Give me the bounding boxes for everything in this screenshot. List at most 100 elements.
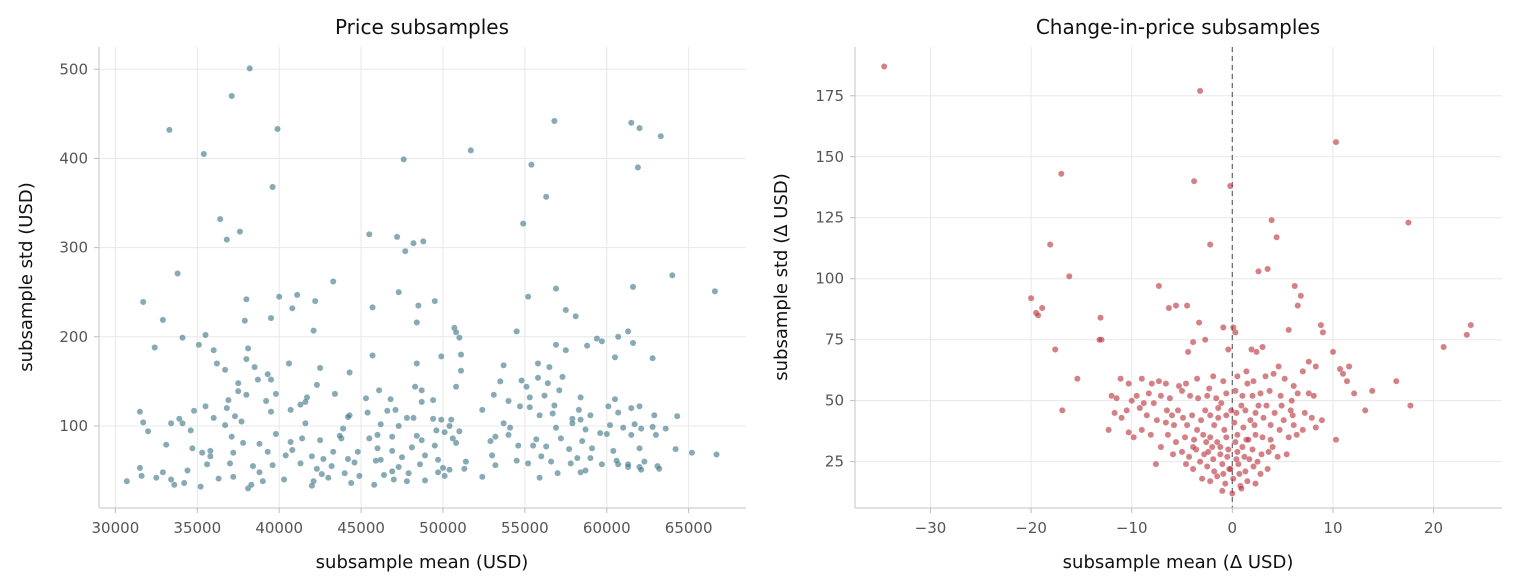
y-tick-label: 25 <box>825 453 844 471</box>
scatter-point <box>641 458 648 465</box>
scatter-point <box>624 460 632 468</box>
scatter-point <box>180 479 188 487</box>
scatter-point <box>1198 475 1206 483</box>
scatter-point <box>1275 363 1282 370</box>
scatter-point <box>628 119 635 127</box>
chart-title: Change-in-price subsamples <box>1036 15 1320 39</box>
scatter-point <box>370 481 378 489</box>
x-tick-label: 55000 <box>501 519 549 537</box>
scatter-point <box>1220 470 1227 478</box>
scatter-point <box>1239 392 1246 400</box>
scatter-point <box>1195 319 1203 326</box>
scatter-point <box>1206 433 1214 441</box>
scatter-point <box>1278 402 1285 409</box>
scatter-point <box>1125 380 1132 387</box>
scatter-point <box>395 422 403 430</box>
scatter-point <box>1361 407 1369 414</box>
scatter-point <box>179 334 186 342</box>
scatter-point <box>344 413 352 421</box>
scatter-point <box>1166 394 1174 402</box>
scatter-point <box>1332 436 1340 444</box>
scatter-point <box>649 423 656 431</box>
scatter-point <box>1293 431 1300 439</box>
scatter-point <box>1201 407 1209 414</box>
scatter-point <box>1209 372 1217 380</box>
scatter-point <box>452 439 460 447</box>
scatter-point <box>1310 392 1318 400</box>
scatter-point <box>1193 426 1201 434</box>
scatter-point <box>551 402 558 409</box>
scatter-point <box>1223 411 1230 419</box>
scatter-point <box>1254 458 1261 466</box>
scatter-point <box>636 124 643 132</box>
scatter-point <box>1034 311 1042 319</box>
scatter-point <box>200 150 208 158</box>
scatter-point <box>1188 411 1196 419</box>
scatter-point <box>302 398 309 406</box>
x-axis-label: subsample mean (USD) <box>316 552 529 573</box>
scatter-point <box>1202 438 1210 446</box>
scatter-point <box>1232 438 1239 446</box>
y-axis-label: subsample std (USD) <box>16 182 37 371</box>
scatter-point <box>505 397 512 405</box>
scatter-point <box>1170 421 1178 429</box>
scatter-point <box>629 339 637 347</box>
scatter-point <box>1305 358 1313 366</box>
scatter-point <box>413 360 421 367</box>
scatter-point <box>496 378 504 385</box>
scatter-point <box>536 474 543 482</box>
scatter-point <box>316 436 324 444</box>
scatter-point <box>356 472 363 480</box>
scatter-point <box>308 482 316 490</box>
scatter-point <box>282 452 290 459</box>
scatter-point <box>1345 363 1353 370</box>
scatter-point <box>1268 216 1275 224</box>
scatter-point <box>526 394 534 401</box>
scatter-point <box>1169 450 1177 458</box>
scatter-point <box>1234 431 1241 439</box>
scatter-point <box>1136 404 1144 412</box>
scatter-point <box>492 461 499 469</box>
scatter-point <box>395 288 403 296</box>
scatter-point <box>441 428 448 436</box>
scatter-point <box>1255 268 1262 275</box>
scatter-point <box>1236 470 1243 478</box>
scatter-point <box>582 426 589 433</box>
x-tick-label: 20 <box>1424 519 1443 537</box>
scatter-point <box>395 463 403 471</box>
scatter-point <box>628 404 635 412</box>
scatter-point <box>1368 387 1376 395</box>
scatter-point <box>1209 455 1217 463</box>
scatter-point <box>388 433 396 441</box>
scatter-point <box>544 379 552 387</box>
scatter-point <box>264 370 272 378</box>
scatter-point <box>562 346 570 354</box>
scatter-point <box>1281 375 1288 383</box>
scatter-point <box>329 448 337 456</box>
x-tick-label: −30 <box>915 519 947 537</box>
scatter-point <box>529 442 537 449</box>
scatter-point <box>390 476 398 483</box>
y-tick-label: 100 <box>815 270 844 288</box>
scatter-point <box>526 403 534 411</box>
scatter-point <box>1143 411 1151 419</box>
scatter-point <box>1242 468 1249 475</box>
scatter-point <box>144 427 152 435</box>
scatter-point <box>410 414 417 422</box>
scatter-point <box>1259 343 1266 351</box>
scatter-point <box>198 449 206 457</box>
scatter-point <box>556 386 563 394</box>
scatter-point <box>174 270 181 277</box>
scatter-point <box>375 386 383 394</box>
scatter-point <box>538 452 545 460</box>
scatter-point <box>1194 394 1202 402</box>
scatter-point <box>575 406 583 414</box>
scatter-point <box>519 220 527 227</box>
scatter-point <box>138 472 145 480</box>
scatter-point <box>403 477 411 485</box>
scatter-point <box>1183 421 1191 429</box>
scatter-point <box>187 427 194 434</box>
scatter-point <box>1185 453 1193 461</box>
scatter-point <box>421 477 429 484</box>
scatter-point <box>1318 416 1326 424</box>
